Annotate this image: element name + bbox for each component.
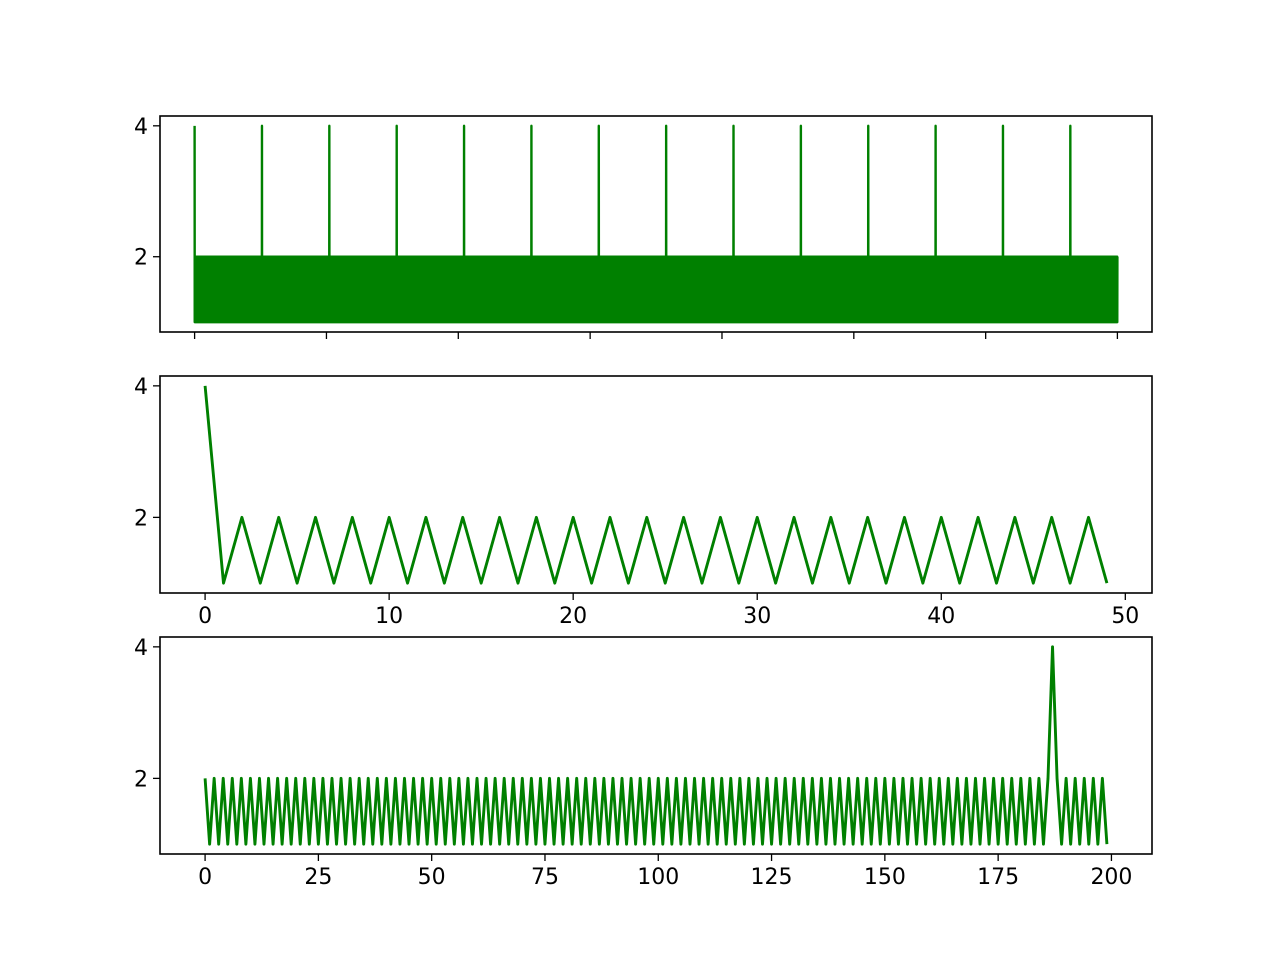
y-tick-label: 2 [134, 506, 148, 531]
x-tick-label: 100 [637, 865, 679, 890]
y-tick-label: 4 [134, 115, 148, 140]
y-tick-label: 4 [134, 375, 148, 400]
x-tick-label: 75 [531, 865, 559, 890]
x-tick-label: 10 [375, 604, 403, 629]
y-tick-label: 2 [134, 246, 148, 271]
x-tick-label: 30 [743, 604, 771, 629]
series-line [193, 124, 1119, 324]
y-tick-label: 2 [134, 767, 148, 792]
axes-frame [159, 375, 1153, 594]
x-tick-label: 50 [1111, 604, 1139, 629]
x-tick-label: 175 [977, 865, 1019, 890]
x-tick-label: 20 [559, 604, 587, 629]
y-tick-label: 4 [134, 636, 148, 661]
subplot-top: 24 [134, 115, 1153, 339]
subplot-bottom: 2 4 0 25 50 75 100 125 150 175 200 [134, 636, 1153, 890]
x-tick-label: 25 [304, 865, 332, 890]
x-tick-label: 40 [927, 604, 955, 629]
subplot-middle: 240 10 20 30 40 50 [134, 375, 1153, 629]
x-tick-label: 0 [198, 865, 212, 890]
axes-frame [159, 636, 1153, 855]
x-tick-label: 200 [1090, 865, 1132, 890]
series-line [203, 385, 1109, 585]
x-tick-label: 125 [751, 865, 793, 890]
x-tick-label: 150 [864, 865, 906, 890]
x-tick-label: 50 [418, 865, 446, 890]
x-tick-label: 0 [198, 604, 212, 629]
axes-frame [159, 115, 1153, 333]
series-line [203, 645, 1109, 846]
